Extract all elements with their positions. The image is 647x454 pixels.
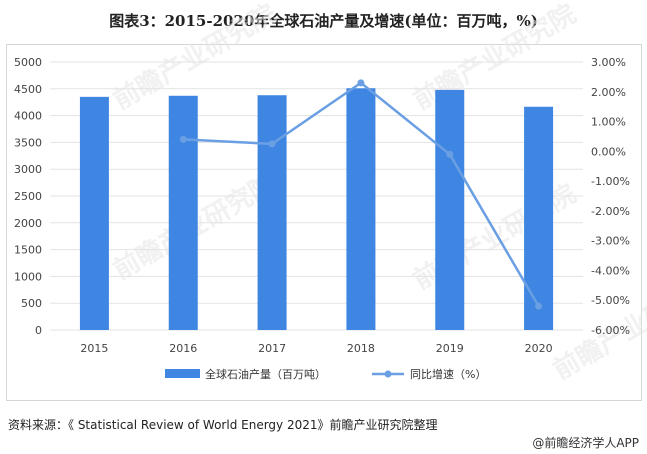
- legend-swatch-bar: [165, 369, 200, 378]
- right-tick-label: 1.00%: [591, 116, 626, 129]
- right-tick-label: -2.00%: [591, 205, 630, 218]
- left-tick-label: 4000: [14, 110, 42, 123]
- left-tick-label: 3500: [14, 136, 42, 149]
- left-tick-label: 5000: [14, 56, 42, 69]
- x-tick-label: 2018: [347, 342, 375, 355]
- line-series: [179, 79, 543, 310]
- legend-label-bar: 全球石油产量（百万吨）: [205, 367, 326, 381]
- right-tick-label: -1.00%: [591, 175, 630, 188]
- right-tick-label: 0.00%: [591, 145, 626, 158]
- left-tick-label: 2500: [14, 190, 42, 203]
- left-tick-label: 1500: [14, 244, 42, 257]
- legend-label-line: 同比增速（%）: [410, 367, 486, 381]
- legend: 全球石油产量（百万吨） 同比增速（%）: [165, 367, 486, 381]
- left-axis-ticks: 0 500 1000 1500 2000 2500 3000 3500 4000 4500 5000: [14, 56, 42, 337]
- bar: [524, 106, 554, 330]
- watermark-text: 前瞻产业研究院: [408, 0, 581, 116]
- bar: [346, 88, 376, 330]
- grid-lines: [50, 61, 583, 331]
- right-tick-label: -3.00%: [591, 235, 630, 248]
- line-point: [268, 140, 276, 148]
- x-tick-label: 2020: [525, 342, 553, 355]
- x-tick-label: 2017: [258, 342, 286, 355]
- left-tick-label: 4500: [14, 83, 42, 96]
- x-tick-label: 2015: [80, 342, 108, 355]
- line-point: [357, 79, 365, 87]
- left-tick-label: 0: [35, 324, 42, 337]
- bar: [79, 96, 109, 330]
- right-tick-label: -5.00%: [591, 294, 630, 307]
- brand-credit: @前瞻经济学人APP: [532, 436, 639, 450]
- left-tick-label: 2000: [14, 217, 42, 230]
- source-note: 资料来源：《 Statistical Review of World Energ…: [8, 418, 438, 432]
- right-tick-label: -6.00%: [591, 324, 630, 337]
- line-point: [179, 135, 187, 143]
- x-axis-ticks: 2015 2016 2017 2018 2019 2020: [80, 342, 552, 355]
- line-point: [535, 302, 543, 310]
- x-tick-label: 2019: [436, 342, 464, 355]
- left-tick-label: 1000: [14, 270, 42, 283]
- left-tick-label: 500: [21, 297, 42, 310]
- bar: [168, 95, 198, 330]
- bar: [435, 89, 465, 330]
- chart-frame: [6, 44, 642, 401]
- right-tick-label: 3.00%: [591, 56, 626, 69]
- line-point: [446, 150, 454, 158]
- x-tick-label: 2016: [169, 342, 197, 355]
- bar-series: [79, 88, 554, 331]
- right-axis-ticks: -6.00% -5.00% -4.00% -3.00% -2.00% -1.00% 0.00…: [591, 56, 630, 337]
- left-tick-label: 3000: [14, 163, 42, 176]
- right-tick-label: -4.00%: [591, 264, 630, 277]
- legend-marker-line: [384, 370, 392, 378]
- chart-title: 图表3：2015-2020年全球石油产量及增速(单位：百万吨，%): [109, 12, 538, 30]
- bar: [257, 95, 287, 331]
- right-tick-label: 2.00%: [591, 86, 626, 99]
